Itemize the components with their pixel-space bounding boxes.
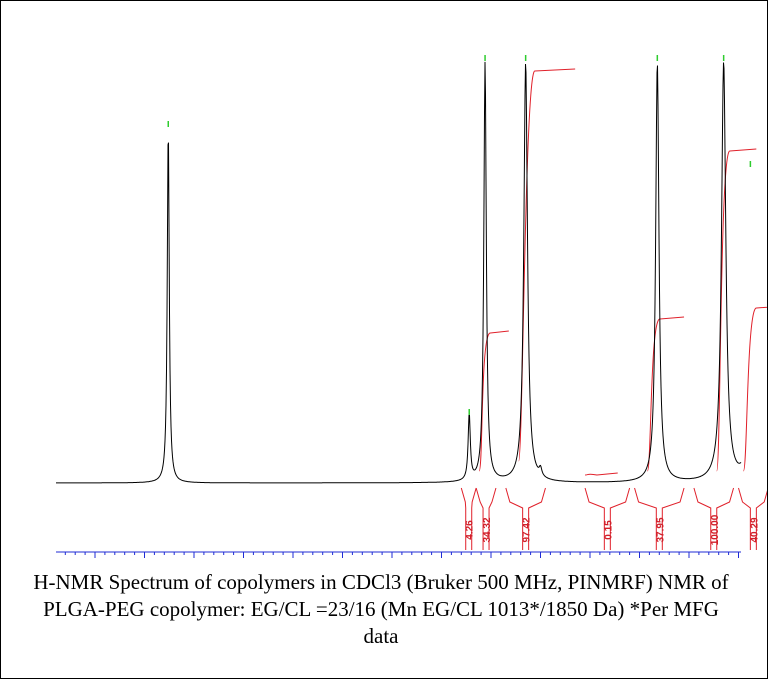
integral-bracket: [634, 487, 685, 550]
figure-caption: H-NMR Spectrum of copolymers in CDCl3 (B…: [33, 570, 729, 648]
axis-tick-label: 4.5: [432, 560, 450, 561]
integral-curve: [716, 148, 757, 472]
integral-curve: [478, 330, 509, 472]
ppm-axis: 8.0 7.5 7.0 6.5 6.0 5.5 5.0 4.5 4.0 3.5 3.0 2.5 2.0 1…: [56, 551, 757, 561]
integral-bracket: [693, 487, 735, 550]
integral-curve: [742, 306, 767, 472]
axis-tick-label: 5.0: [383, 560, 401, 561]
integral-bracket: [505, 487, 546, 550]
axis-tick-label: 1.5: [729, 560, 747, 561]
integral-bracket: [475, 487, 497, 550]
spectrum-trace: [56, 61, 742, 484]
axis-tick-label: 3.0: [581, 560, 599, 561]
axis-tick-label: 8.0: [86, 560, 104, 561]
spectrum-line: [56, 61, 742, 484]
axis-tick-label: 2.5: [630, 560, 648, 561]
peak-markers: [167, 55, 752, 415]
axis-tick-label: 3.5: [531, 560, 549, 561]
integral-label: 100.00: [710, 514, 721, 545]
axis-tick-label: 2.0: [680, 560, 698, 561]
axis-tick-label: 4.0: [482, 560, 500, 561]
integral-label: 0.15: [603, 520, 614, 540]
integral-label: 37.95: [655, 517, 666, 542]
integral-label: 97.42: [522, 517, 533, 542]
integral-bracket: [460, 487, 477, 550]
integral-bracket: [738, 487, 767, 550]
integral-curve: [585, 472, 618, 476]
axis-tick-label: 6.0: [284, 560, 302, 561]
axis-tick-label: 5.5: [333, 560, 351, 561]
axis-unit-label: ppm: [730, 560, 757, 561]
integral-curve: [518, 68, 576, 462]
integral-curves: [478, 68, 767, 476]
integral-curve: [646, 316, 685, 472]
integral-bracket: [584, 487, 631, 550]
integral-label: 34.32: [482, 517, 493, 542]
axis-tick-label: 6.5: [234, 560, 252, 561]
integral-label: 40.29: [749, 517, 760, 542]
axis-tick-label: 7.0: [185, 560, 203, 561]
axis-tick-label: 7.5: [135, 560, 153, 561]
integral-label: 4.26: [465, 520, 476, 540]
